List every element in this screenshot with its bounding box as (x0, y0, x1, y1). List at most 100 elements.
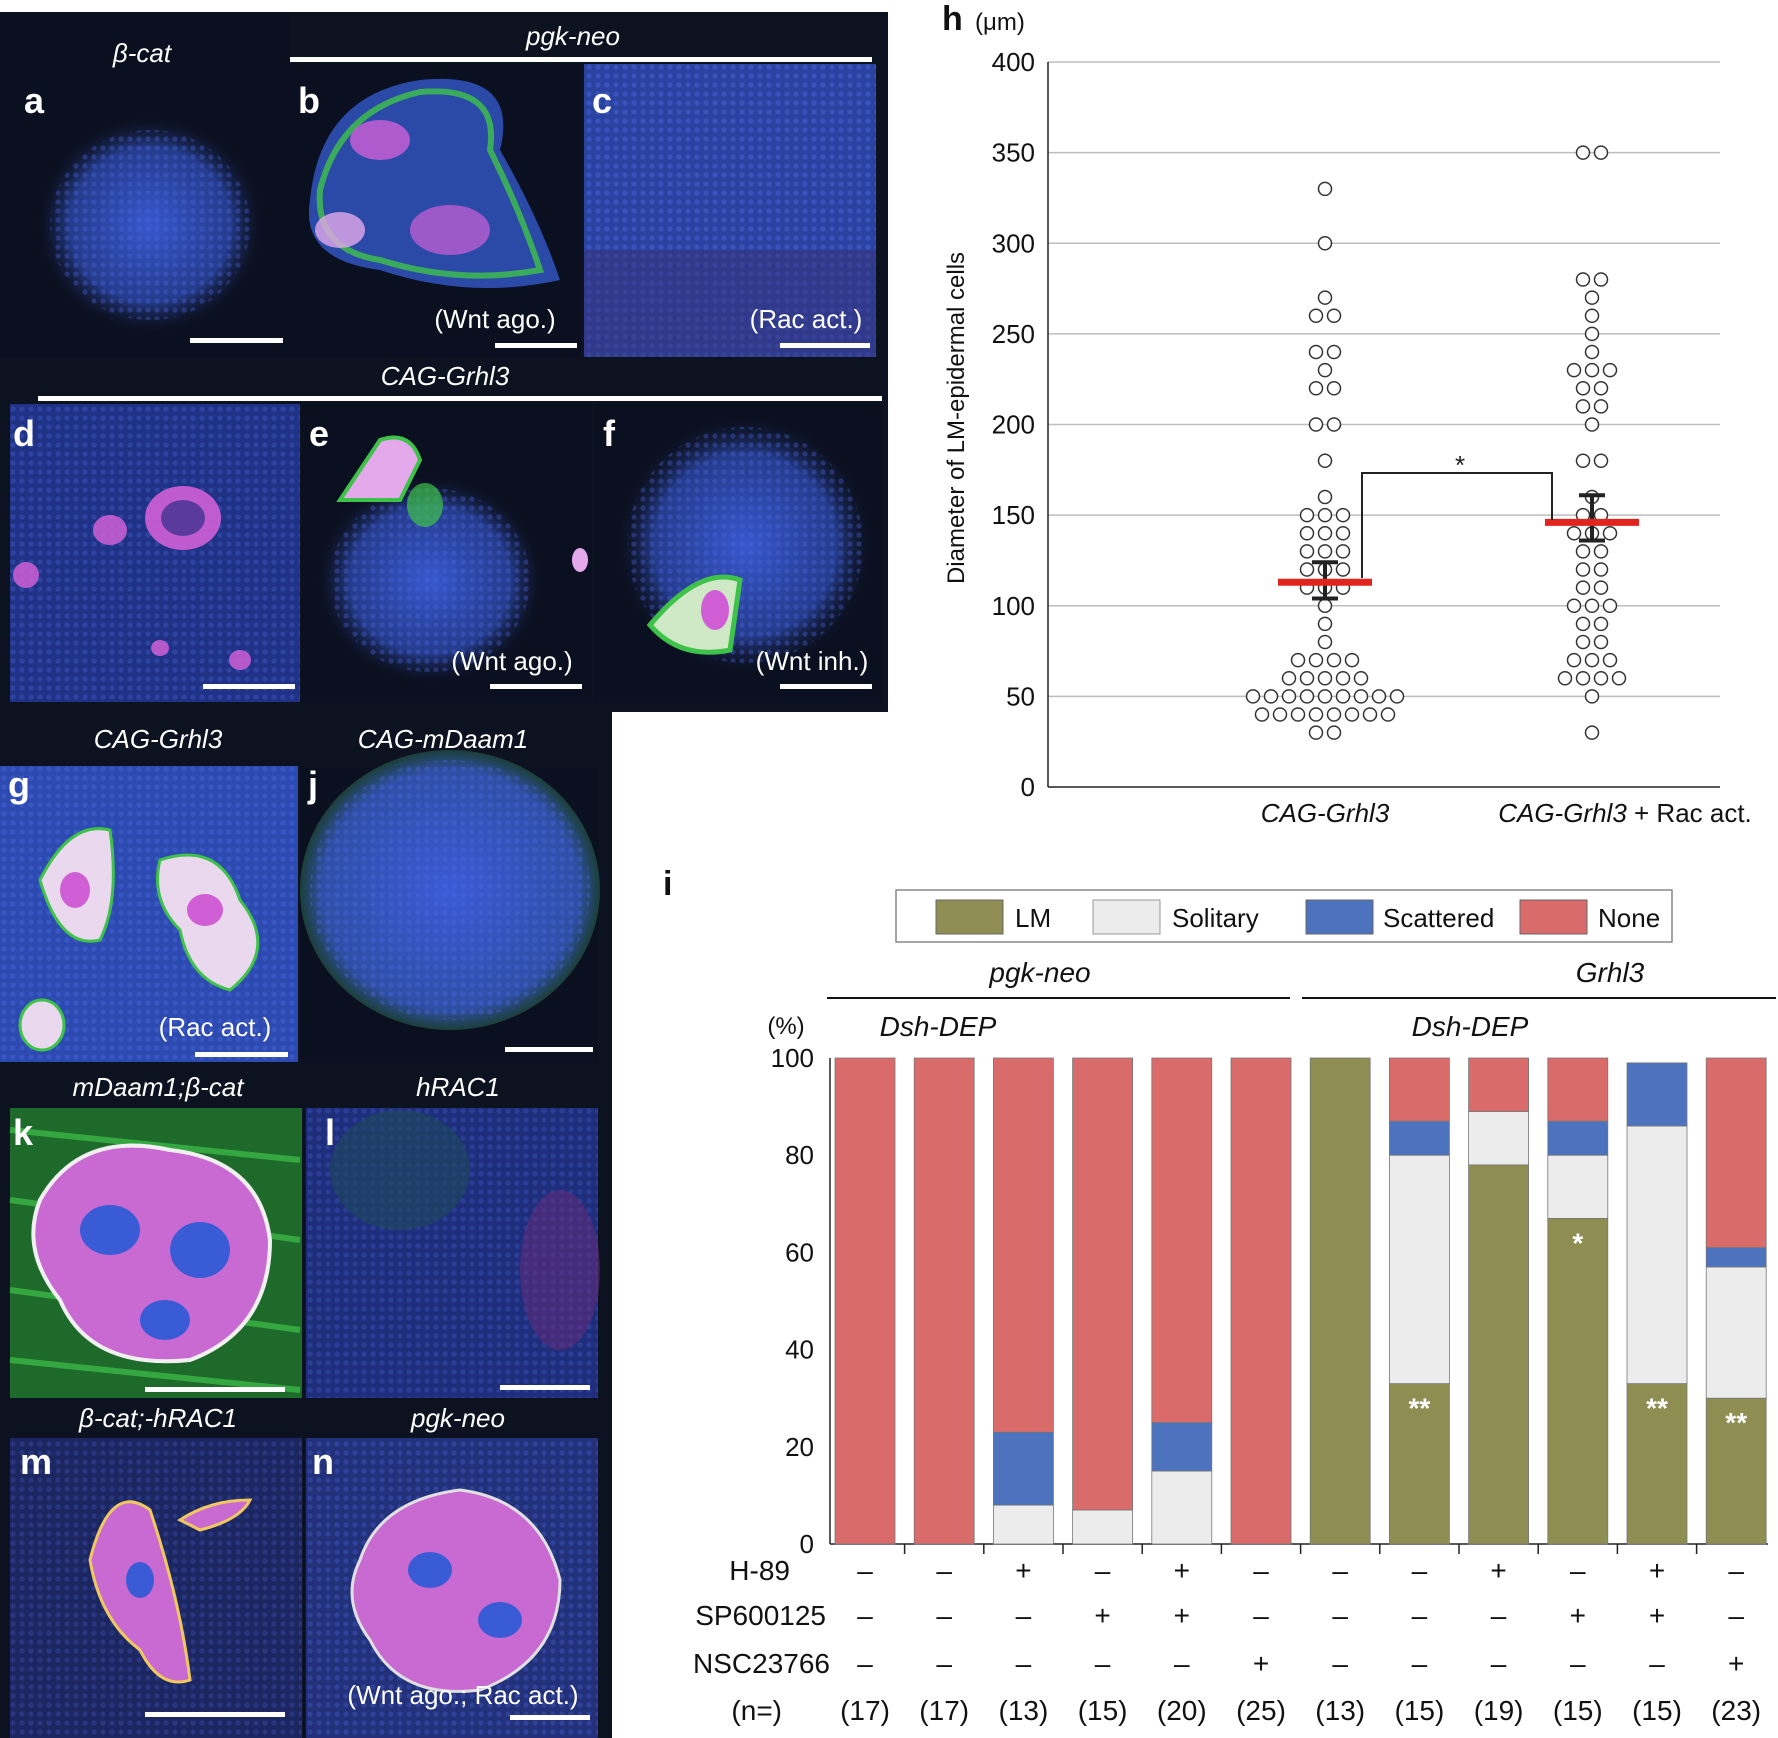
chart-i: i LM Solitary Scattered None pgk-neo Grh… (663, 865, 1776, 1726)
y-tick-label: 100 (992, 591, 1035, 621)
panel-letter-i: i (663, 865, 672, 903)
scale-bar (505, 1047, 593, 1052)
data-point (1353, 671, 1369, 686)
row-label-h89: H-89 (729, 1555, 790, 1586)
data-point (1344, 652, 1360, 668)
data-point (1317, 598, 1333, 613)
condition-cell-n: (15) (1553, 1695, 1603, 1726)
data-point (1593, 399, 1609, 414)
condition-cell-n: (15) (1632, 1695, 1682, 1726)
condition-cell-h89: + (1174, 1555, 1190, 1586)
bar-segment-scattered (1705, 1247, 1767, 1268)
group-sub-left: Dsh-DEP (880, 1011, 997, 1042)
panel-e-caption: (Wnt ago.) (451, 646, 572, 676)
data-point (1326, 725, 1342, 740)
condition-cell-nsc: – (857, 1648, 873, 1679)
data-point (1566, 362, 1582, 378)
data-point (1317, 507, 1333, 523)
data-point (1584, 652, 1600, 668)
panel-n-caption: (Wnt ago.; Rac act.) (347, 1680, 578, 1710)
bar-annotation: ** (1725, 1407, 1747, 1438)
data-point (1602, 526, 1618, 541)
data-point (1575, 562, 1591, 577)
panel-letter-f: f (603, 413, 616, 454)
bar-segment-none (1389, 1057, 1450, 1122)
condition-cell-h89: – (1253, 1555, 1269, 1586)
data-point (1308, 381, 1324, 396)
data-point (1389, 689, 1405, 704)
data-point (1299, 526, 1315, 541)
bar-segment-none (993, 1057, 1054, 1433)
group-bar-cag-grhl3 (38, 396, 882, 401)
panel-g: CAG-Grhl3 g (Rac act.) (0, 724, 298, 1062)
data-point (1326, 417, 1342, 432)
panel-letter-b: b (298, 80, 320, 121)
legend-swatch-lm (935, 899, 1004, 935)
panel-e: e (Wnt ago.) (302, 404, 592, 702)
data-point (1584, 417, 1600, 432)
data-point (1566, 652, 1582, 668)
group-title-left: pgk-neo (988, 957, 1090, 988)
bar-segment-none (1705, 1057, 1767, 1248)
bar-segment-scattered (1151, 1422, 1213, 1472)
condition-cell-sp: – (1016, 1600, 1032, 1631)
data-point (1317, 236, 1333, 251)
data-point (1602, 362, 1618, 378)
y-tick-label: 0 (1021, 772, 1035, 802)
data-point (1557, 671, 1573, 686)
panel-letter-d: d (13, 413, 35, 454)
y-tick-label: 250 (992, 319, 1035, 349)
panel-m-title: β-cat;-hRAC1 (78, 1403, 237, 1433)
data-point (1362, 707, 1378, 722)
bar-annotation: * (1572, 1227, 1583, 1258)
data-point (1584, 689, 1600, 704)
bar-segment-none (913, 1057, 975, 1545)
data-point (1290, 652, 1306, 668)
condition-cell-sp: + (1174, 1600, 1190, 1631)
row-label-nsc23766: NSC23766 (693, 1648, 830, 1679)
condition-cell-h89: – (1728, 1555, 1744, 1586)
legend-swatch-none (1519, 899, 1588, 935)
data-point (1593, 671, 1609, 686)
data-point (1602, 598, 1618, 613)
data-point (1317, 526, 1333, 541)
panel-letter-j: j (307, 764, 318, 805)
data-point (1317, 634, 1333, 650)
bar-segment-lm (1705, 1397, 1767, 1545)
panel-n-title: pgk-neo (410, 1403, 505, 1433)
panel-k: mDaam1;β-cat k (9, 1072, 302, 1398)
bar-segment-solitary (993, 1504, 1054, 1545)
data-point (1308, 652, 1324, 668)
data-point (1593, 145, 1609, 160)
panel-d: d (10, 404, 300, 702)
condition-cell-h89: – (857, 1555, 873, 1586)
chart-h-xlabel-2-rest: + Rac act. (1627, 798, 1752, 828)
data-point (1317, 671, 1333, 686)
data-point (1281, 689, 1297, 704)
panel-l: hRAC1 l (306, 1072, 600, 1398)
condition-cell-n: (17) (840, 1695, 890, 1726)
significance-bracket (1361, 472, 1553, 578)
condition-cell-sp: – (1412, 1600, 1428, 1631)
condition-cell-nsc: – (1332, 1648, 1348, 1679)
condition-cell-nsc: – (1570, 1648, 1586, 1679)
chart-h-xlabel-2-italic: CAG-Grhl3 (1498, 798, 1627, 828)
y-tick-label: 100 (771, 1043, 814, 1073)
group-bar-pgk-neo (290, 57, 872, 62)
bar-segment-lm (1626, 1383, 1688, 1545)
data-point (1593, 616, 1609, 632)
y-tick-label: 300 (992, 228, 1035, 258)
condition-cell-n: (13) (999, 1695, 1049, 1726)
condition-cell-nsc: – (936, 1648, 952, 1679)
condition-cell-n: (25) (1236, 1695, 1286, 1726)
scale-bar (780, 684, 872, 689)
panel-a-title: β-cat (112, 38, 173, 68)
condition-cell-nsc: + (1728, 1648, 1744, 1679)
group-title-pgk-neo: pgk-neo (525, 21, 620, 51)
condition-cell-h89: + (1490, 1555, 1506, 1586)
data-point (1308, 344, 1324, 360)
condition-cell-nsc: – (1016, 1648, 1032, 1679)
scale-bar (510, 1715, 590, 1720)
panel-letter-h: h (942, 0, 963, 38)
bar-annotation: ** (1646, 1393, 1668, 1424)
